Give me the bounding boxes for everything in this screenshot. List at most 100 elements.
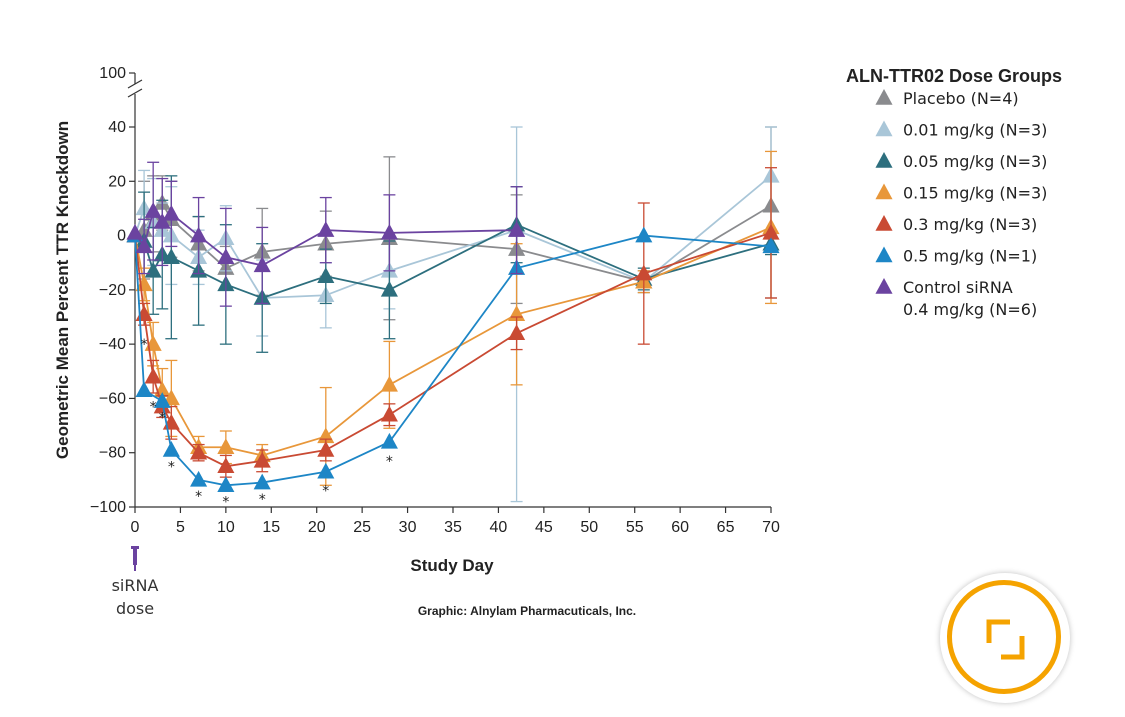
data-point xyxy=(762,223,780,240)
data-point xyxy=(135,275,153,292)
x-axis-label: Study Day xyxy=(410,556,494,575)
series-5 xyxy=(126,226,780,493)
data-point xyxy=(317,267,335,284)
x-tick-label: 60 xyxy=(671,519,689,536)
expand-button[interactable] xyxy=(940,573,1070,703)
data-point xyxy=(317,441,335,457)
series-line xyxy=(134,175,772,299)
x-tick-label: 25 xyxy=(353,519,371,536)
data-point xyxy=(217,438,235,455)
data-point xyxy=(380,223,398,240)
legend: ALN-TTR02 Dose Groups Placebo (N=4) 0.01 … xyxy=(846,66,1062,319)
data-point xyxy=(190,443,208,460)
syringe-icon xyxy=(131,546,139,571)
siRNA-dose-marker: siRNA dose xyxy=(112,546,158,618)
data-point xyxy=(380,280,398,297)
data-point xyxy=(190,470,208,487)
graphic-credit: Graphic: Alnylam Pharmacuticals, Inc. xyxy=(418,604,636,618)
x-tick-label: 35 xyxy=(444,519,462,536)
data-point xyxy=(380,432,398,449)
legend-label: 0.01 mg/kg (N=3) xyxy=(903,121,1047,140)
significance-star: * xyxy=(195,489,202,505)
data-point xyxy=(217,476,235,493)
y-tick-label: 20 xyxy=(108,173,126,190)
legend-marker xyxy=(875,278,893,294)
legend-label: 0.5 mg/kg (N=1) xyxy=(903,247,1037,266)
data-point xyxy=(162,204,180,221)
significance-star: * xyxy=(168,459,175,475)
data-point xyxy=(144,261,162,278)
data-point xyxy=(508,324,526,341)
x-tick-label: 45 xyxy=(535,519,553,536)
x-tick-label: 10 xyxy=(217,519,235,536)
data-point xyxy=(190,226,208,243)
y-axis-label: Geometric Mean Percent TTR Knockdown xyxy=(53,121,72,459)
y-tick-label: −20 xyxy=(99,282,126,299)
x-tick-label: 30 xyxy=(399,519,417,536)
legend-marker xyxy=(875,152,893,168)
x-tick-label: 15 xyxy=(262,519,280,536)
expand-icon xyxy=(986,619,1025,660)
x-tick-label: 70 xyxy=(762,519,780,536)
legend-item-5: 0.5 mg/kg (N=1) xyxy=(875,246,1037,266)
legend-marker xyxy=(875,120,893,137)
data-point xyxy=(135,305,153,322)
data-point xyxy=(135,237,153,254)
data-point xyxy=(217,248,235,265)
legend-label: 0.15 mg/kg (N=3) xyxy=(903,184,1047,203)
y-tick-label: 40 xyxy=(108,119,126,136)
legend-title: ALN-TTR02 Dose Groups xyxy=(846,66,1062,86)
x-tick-label: 50 xyxy=(580,519,598,536)
data-point xyxy=(217,457,235,474)
y-axis-break xyxy=(127,79,143,98)
legend-label-line2: 0.4 mg/kg (N=6) xyxy=(903,300,1037,319)
legend-marker xyxy=(875,183,893,200)
legend-item-1: 0.01 mg/kg (N=3) xyxy=(875,120,1047,140)
data-point xyxy=(162,248,180,265)
x-tick-label: 0 xyxy=(131,519,140,536)
legend-label: Placebo (N=4) xyxy=(903,89,1019,108)
dose-label-line2: dose xyxy=(116,599,154,618)
x-tick-label: 20 xyxy=(308,519,326,536)
data-point xyxy=(135,381,153,398)
y-tick-label: 100 xyxy=(99,65,126,82)
legend-label: 0.3 mg/kg (N=3) xyxy=(903,215,1037,234)
data-point xyxy=(635,264,653,281)
significance-star: * xyxy=(386,454,393,470)
data-point xyxy=(253,451,271,468)
significance-star: * xyxy=(322,484,329,500)
expand-button-ring xyxy=(947,580,1061,694)
y-tick-label: 0 xyxy=(117,228,126,245)
data-point xyxy=(126,223,144,240)
data-point xyxy=(162,441,180,457)
data-point xyxy=(253,473,271,490)
x-tick-label: 65 xyxy=(717,519,735,536)
data-point xyxy=(380,375,398,392)
legend-item-3: 0.15 mg/kg (N=3) xyxy=(875,183,1047,203)
significance-star: * xyxy=(150,400,157,416)
legend-item-6: Control siRNA 0.4 mg/kg (N=6) xyxy=(875,278,1037,319)
y-tick-label: −40 xyxy=(99,336,126,353)
data-point xyxy=(317,221,335,237)
legend-item-2: 0.05 mg/kg (N=3) xyxy=(875,152,1047,171)
data-point xyxy=(380,405,398,422)
legend-marker xyxy=(875,215,893,231)
significance-star: * xyxy=(259,492,266,508)
data-point xyxy=(153,213,171,229)
y-tick-label: −80 xyxy=(99,445,126,462)
data-point xyxy=(144,367,162,384)
legend-item-4: 0.3 mg/kg (N=3) xyxy=(875,215,1037,234)
series-6 xyxy=(126,161,526,307)
data-point xyxy=(144,202,162,218)
data-point xyxy=(508,221,526,237)
legend-label: 0.05 mg/kg (N=3) xyxy=(903,152,1047,171)
significance-markers: ***** * *** xyxy=(141,337,393,510)
series-layer xyxy=(126,126,780,503)
y-tick-label: −100 xyxy=(90,499,126,516)
data-point xyxy=(153,392,171,408)
x-tick-label: 5 xyxy=(176,519,185,536)
data-point xyxy=(762,237,780,254)
legend-item-0: Placebo (N=4) xyxy=(875,89,1019,108)
axes: 100 −100 −80 −60 −40 −20 0 20 40 0 5 10 15 20 25 30 35 40… xyxy=(90,65,780,536)
